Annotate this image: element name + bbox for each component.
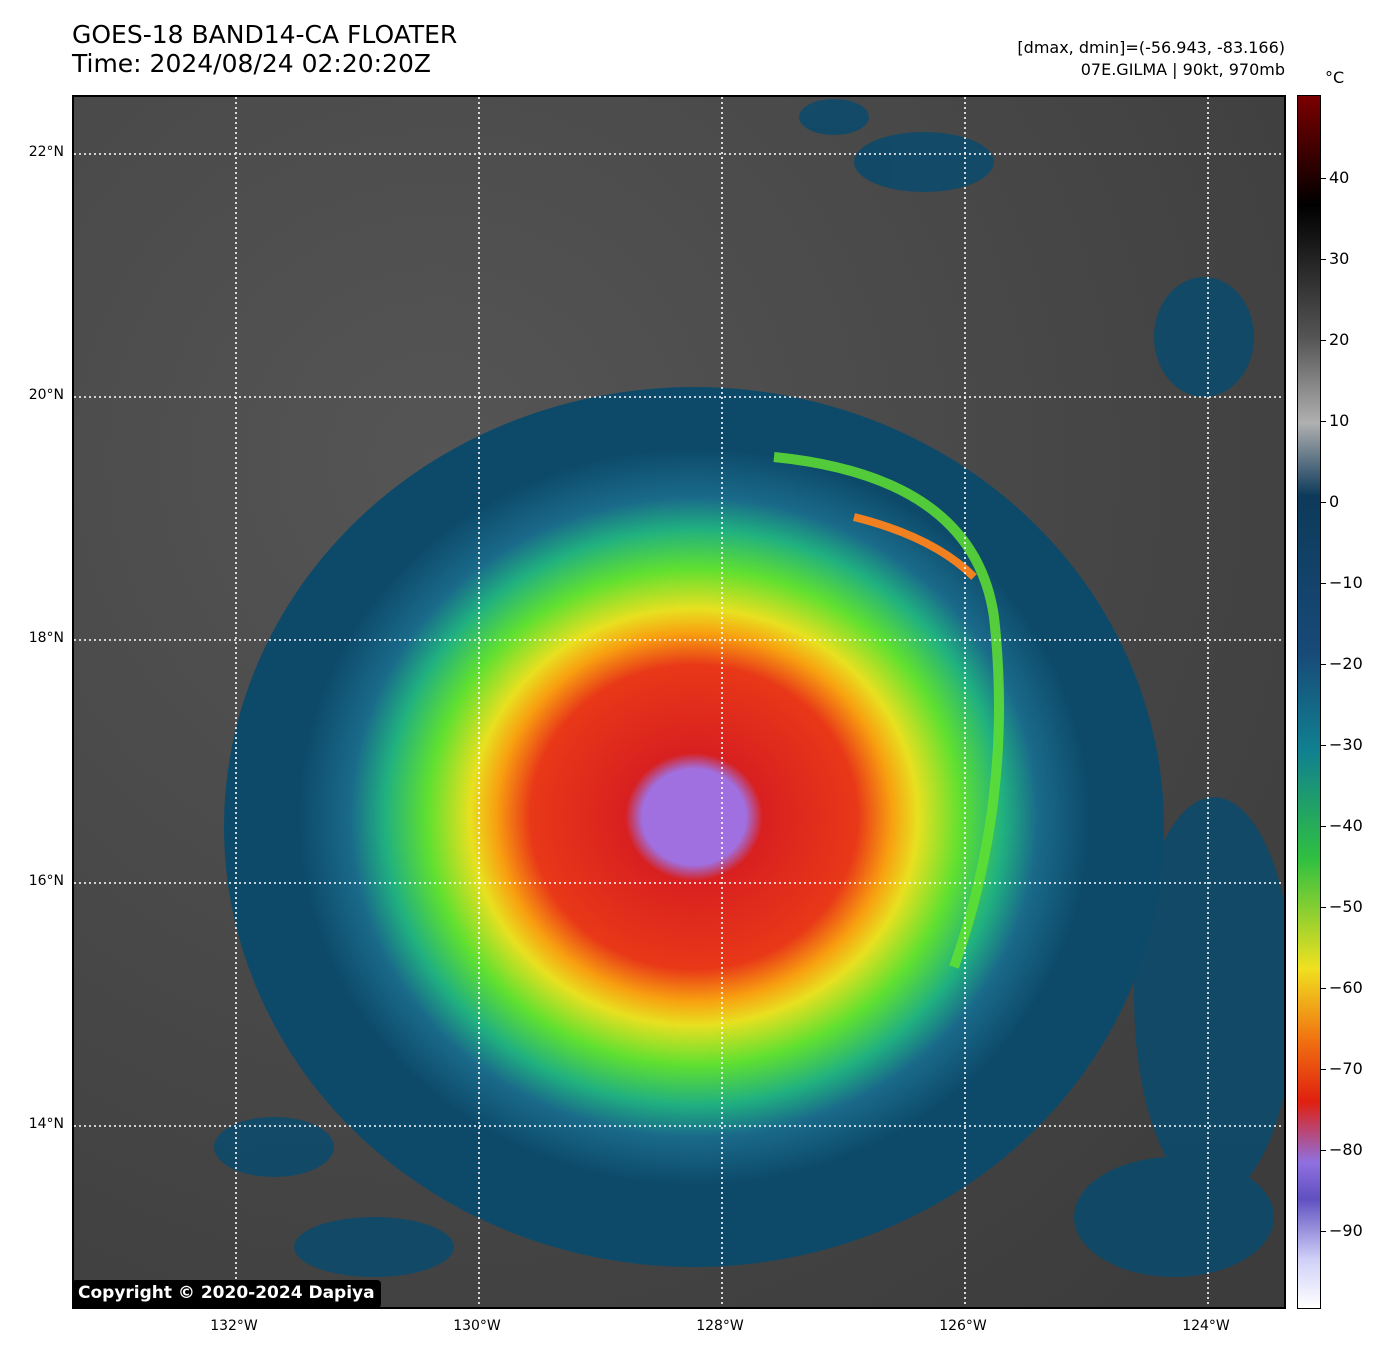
lat-label-20n: 20°N <box>28 387 64 403</box>
satellite-map <box>72 95 1286 1309</box>
colorbar-tick-label: −10 <box>1329 573 1363 592</box>
colorbar-unit: °C <box>1325 68 1345 87</box>
outer-rain-band <box>773 452 1004 969</box>
colorbar-tick <box>1321 664 1326 665</box>
colorbar-tick-label: −80 <box>1329 1140 1363 1159</box>
colorbar-tick <box>1321 907 1326 908</box>
colorbar-tick <box>1321 988 1326 989</box>
colorbar-tick-label: −50 <box>1329 897 1363 916</box>
colorbar-tick <box>1321 340 1326 341</box>
gridlines <box>74 97 1284 1307</box>
colorbar-tick <box>1321 1069 1326 1070</box>
satellite-imagery <box>74 97 1284 1307</box>
colorbar-tick <box>1321 421 1326 422</box>
figure-title: GOES-18 BAND14-CA FLOATER Time: 2024/08/… <box>72 20 457 78</box>
lon-label-124w: 124°W <box>1182 1318 1230 1334</box>
colorbar-tick-label: −90 <box>1329 1221 1363 1240</box>
lon-label-128w: 128°W <box>696 1318 744 1334</box>
colorbar-tick <box>1321 826 1326 827</box>
colorbar <box>1297 95 1321 1309</box>
colorbar-tick-label: 20 <box>1329 330 1350 349</box>
colorbar-tick-label: −60 <box>1329 978 1363 997</box>
dmax-dmin-text: [dmax, dmin]=(-56.943, -83.166) <box>1017 38 1285 57</box>
storm-info: [dmax, dmin]=(-56.943, -83.166) 07E.GILM… <box>1017 37 1285 81</box>
colorbar-tick <box>1321 502 1326 503</box>
lon-label-132w: 132°W <box>210 1318 258 1334</box>
title-line-2: Time: 2024/08/24 02:20:20Z <box>72 49 431 78</box>
scattered-clouds <box>214 99 1284 1277</box>
storm-name-text: 07E.GILMA | 90kt, 970mb <box>1080 60 1285 79</box>
lat-label-22n: 22°N <box>28 144 64 160</box>
copyright-badge: Copyright © 2020-2024 Dapiya <box>72 1280 381 1308</box>
colorbar-tick <box>1321 1150 1326 1151</box>
lat-label-14n: 14°N <box>28 1116 64 1132</box>
colorbar-tick <box>1321 745 1326 746</box>
colorbar-tick <box>1321 1231 1326 1232</box>
colorbar-tick-label: −20 <box>1329 654 1363 673</box>
colorbar-tick-label: 0 <box>1329 492 1340 511</box>
colorbar-tick-label: 30 <box>1329 249 1350 268</box>
title-line-1: GOES-18 BAND14-CA FLOATER <box>72 20 458 49</box>
colorbar-tick <box>1321 583 1326 584</box>
colorbar-tick-label: −30 <box>1329 735 1363 754</box>
colorbar-tick <box>1321 178 1326 179</box>
colorbar-tick-label: −40 <box>1329 816 1363 835</box>
lon-label-130w: 130°W <box>453 1318 501 1334</box>
colorbar-tick-label: −70 <box>1329 1059 1363 1078</box>
colorbar-tick-label: 10 <box>1329 411 1350 430</box>
colorbar-tick-label: 40 <box>1329 168 1350 187</box>
lat-label-16n: 16°N <box>28 873 64 889</box>
colorbar-tick <box>1321 259 1326 260</box>
lon-label-126w: 126°W <box>939 1318 987 1334</box>
lat-label-18n: 18°N <box>28 630 64 646</box>
